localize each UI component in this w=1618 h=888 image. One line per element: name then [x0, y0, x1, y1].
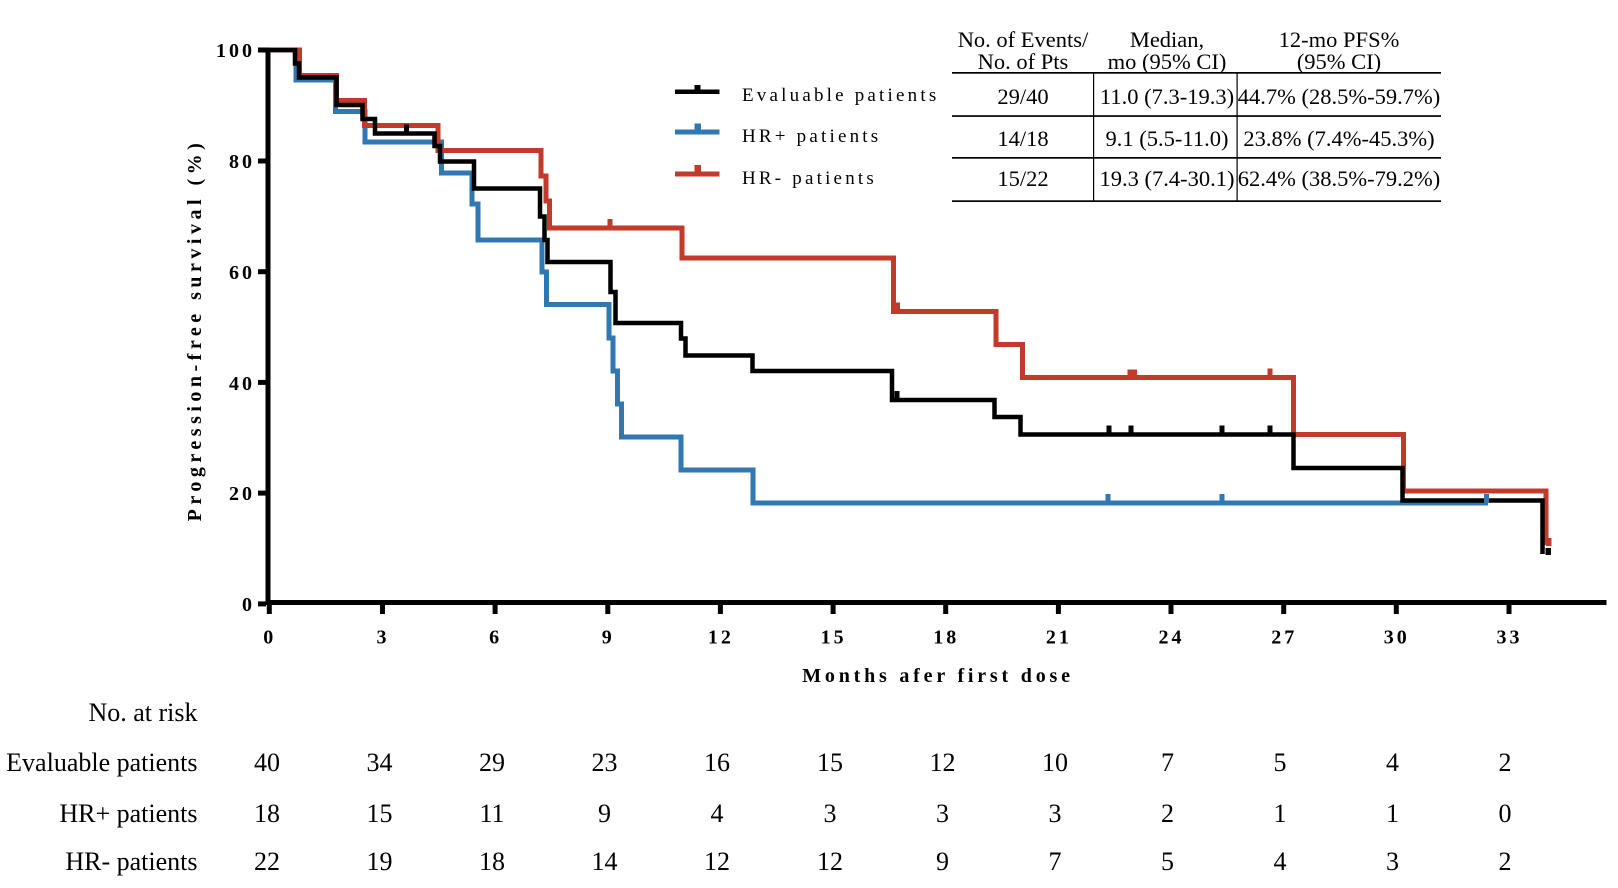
svg-text:40: 40 [254, 748, 280, 777]
svg-text:3: 3 [936, 799, 949, 828]
svg-text:12-mo PFS%: 12-mo PFS% [1279, 27, 1400, 52]
svg-text:2: 2 [1499, 748, 1512, 777]
svg-text:4: 4 [1274, 847, 1287, 876]
svg-text:40: 40 [229, 373, 255, 395]
svg-text:15/22: 15/22 [997, 166, 1048, 191]
svg-text:14: 14 [592, 847, 618, 876]
svg-text:15: 15 [821, 627, 847, 649]
svg-text:12: 12 [930, 748, 956, 777]
svg-text:100: 100 [216, 40, 255, 62]
svg-text:HR- patients: HR- patients [65, 847, 197, 876]
svg-text:80: 80 [229, 151, 255, 173]
svg-text:Months afer first dose: Months afer first dose [802, 665, 1074, 687]
svg-text:HR- patients: HR- patients [742, 168, 877, 189]
svg-text:Evaluable patients: Evaluable patients [742, 85, 939, 106]
svg-text:23.8% (7.4%-45.3%): 23.8% (7.4%-45.3%) [1243, 126, 1434, 151]
svg-text:16: 16 [704, 748, 730, 777]
svg-text:15: 15 [367, 799, 393, 828]
svg-text:29: 29 [479, 748, 505, 777]
svg-text:1: 1 [1386, 799, 1399, 828]
svg-text:3: 3 [377, 627, 390, 649]
svg-text:2: 2 [1499, 847, 1512, 876]
svg-text:4: 4 [1386, 748, 1399, 777]
svg-text:HR+ patients: HR+ patients [742, 126, 881, 147]
svg-text:14/18: 14/18 [997, 126, 1048, 151]
svg-text:21: 21 [1046, 627, 1072, 649]
svg-text:Progression-free survival (%): Progression-free survival (%) [184, 139, 206, 522]
svg-text:19: 19 [367, 847, 393, 876]
svg-text:7: 7 [1049, 847, 1062, 876]
svg-text:No. of Events/: No. of Events/ [958, 27, 1089, 52]
svg-text:4: 4 [711, 799, 724, 828]
svg-text:33: 33 [1497, 627, 1523, 649]
svg-text:Median,: Median, [1130, 27, 1204, 52]
svg-text:15: 15 [817, 748, 843, 777]
svg-text:18: 18 [254, 799, 280, 828]
svg-text:22: 22 [254, 847, 280, 876]
svg-text:9: 9 [936, 847, 949, 876]
svg-text:0: 0 [263, 627, 276, 649]
svg-text:1: 1 [1274, 799, 1287, 828]
svg-text:62.4% (38.5%-79.2%): 62.4% (38.5%-79.2%) [1238, 166, 1440, 191]
svg-text:19.3 (7.4-30.1): 19.3 (7.4-30.1) [1100, 166, 1235, 191]
svg-text:23: 23 [592, 748, 618, 777]
svg-text:HR+ patients: HR+ patients [59, 799, 197, 828]
svg-text:12: 12 [708, 627, 734, 649]
svg-text:11.0 (7.3-19.3): 11.0 (7.3-19.3) [1100, 84, 1234, 109]
svg-text:29/40: 29/40 [997, 84, 1048, 109]
svg-text:44.7% (28.5%-59.7%): 44.7% (28.5%-59.7%) [1238, 84, 1440, 109]
svg-text:12: 12 [817, 847, 843, 876]
svg-text:(95% CI): (95% CI) [1297, 49, 1381, 74]
svg-text:0: 0 [242, 594, 255, 616]
svg-text:6: 6 [489, 627, 502, 649]
svg-text:3: 3 [1049, 799, 1062, 828]
svg-text:11: 11 [479, 799, 504, 828]
svg-text:No. of Pts: No. of Pts [978, 49, 1069, 74]
svg-text:60: 60 [229, 262, 255, 284]
svg-text:9.1 (5.5-11.0): 9.1 (5.5-11.0) [1106, 126, 1229, 151]
svg-text:34: 34 [367, 748, 393, 777]
svg-text:18: 18 [479, 847, 505, 876]
svg-text:Evaluable patients: Evaluable patients [6, 748, 197, 777]
svg-text:10: 10 [1042, 748, 1068, 777]
svg-text:12: 12 [704, 847, 730, 876]
svg-text:3: 3 [1386, 847, 1399, 876]
svg-text:3: 3 [824, 799, 837, 828]
svg-text:24: 24 [1159, 627, 1185, 649]
svg-text:5: 5 [1161, 847, 1174, 876]
svg-text:mo (95% CI): mo (95% CI) [1108, 49, 1227, 74]
svg-text:9: 9 [602, 627, 615, 649]
svg-text:7: 7 [1161, 748, 1174, 777]
svg-text:20: 20 [229, 483, 255, 505]
svg-text:No. at risk: No. at risk [88, 698, 197, 727]
svg-text:27: 27 [1271, 627, 1297, 649]
svg-text:5: 5 [1274, 748, 1287, 777]
svg-text:0: 0 [1499, 799, 1512, 828]
svg-text:2: 2 [1161, 799, 1174, 828]
svg-text:18: 18 [933, 627, 959, 649]
svg-text:9: 9 [598, 799, 611, 828]
svg-text:30: 30 [1384, 627, 1410, 649]
